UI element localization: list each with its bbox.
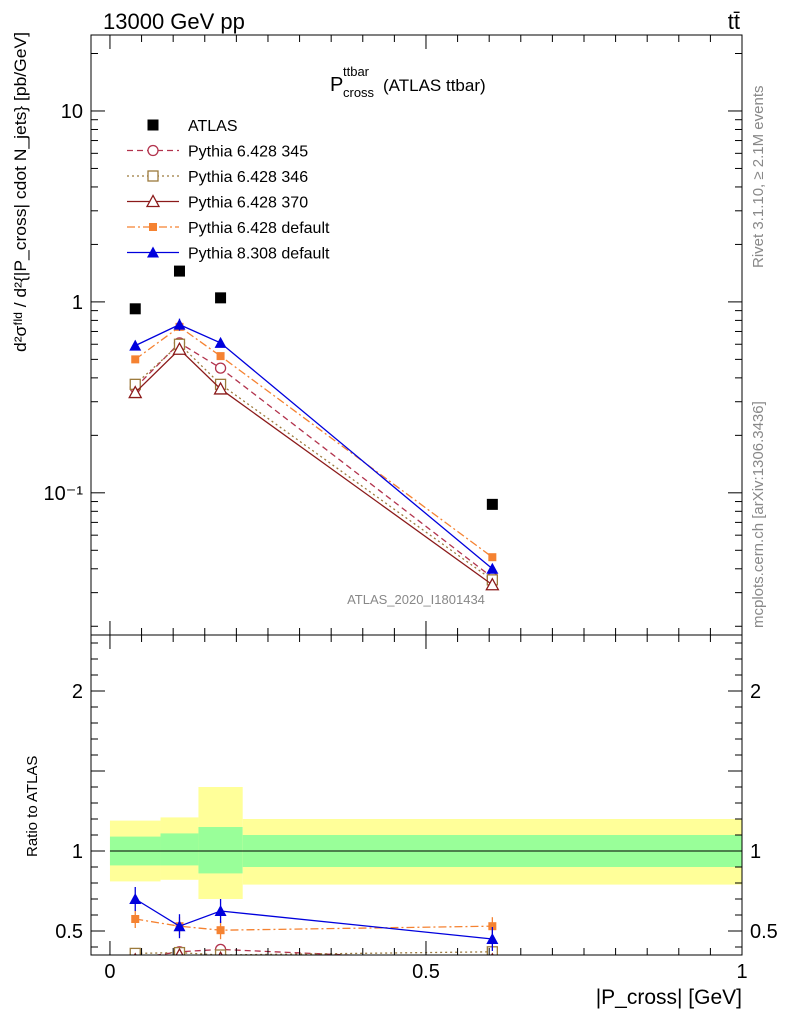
legend-label-p370: Pythia 6.428 370 bbox=[188, 195, 308, 212]
point-p370-3 bbox=[485, 577, 500, 591]
legend-entry-p346: Pythia 6.428 346 bbox=[127, 169, 308, 186]
legend-entry-atlas: ATLAS bbox=[147, 118, 238, 135]
point-p370-1 bbox=[172, 341, 187, 355]
y-tick-label-2: 10 bbox=[61, 101, 83, 123]
title-sub: cross bbox=[343, 85, 375, 100]
header-left: 13000 GeV pp bbox=[103, 9, 245, 34]
point-p8def-1 bbox=[173, 318, 186, 330]
header-right: tt̄ bbox=[728, 9, 740, 34]
y-axis-label: d²σᶠᴵᵈ / d²{|P_cross| cdot N_jets} [pb/G… bbox=[11, 32, 30, 352]
ratio-point-p6def-3 bbox=[488, 922, 497, 931]
ratio-point-p8def-1 bbox=[173, 920, 186, 932]
series-line-p370 bbox=[134, 348, 493, 586]
legend-label-p6def: Pythia 6.428 default bbox=[188, 220, 330, 237]
legend-label-atlas: ATLAS bbox=[188, 118, 238, 135]
ratio-point-p370-2 bbox=[218, 950, 223, 955]
series-p6def bbox=[131, 322, 497, 562]
point-p6def-2 bbox=[216, 352, 225, 361]
legend-label-p346: Pythia 6.428 346 bbox=[188, 169, 308, 186]
series-line-p346 bbox=[134, 343, 493, 581]
series-p8def bbox=[129, 318, 499, 574]
x-tick-label-0: 0 bbox=[104, 961, 115, 983]
point-p8def-0 bbox=[129, 339, 142, 351]
analysis-watermark: ATLAS_2020_I1801434 bbox=[347, 592, 485, 607]
rivet-label: Rivet 3.1.10, ≥ 2.1M events bbox=[750, 86, 767, 269]
band-green-2 bbox=[198, 827, 243, 874]
legend-label-p8def: Pythia 8.308 default bbox=[188, 246, 330, 263]
legend-marker-p345 bbox=[147, 144, 159, 157]
point-atlas-2 bbox=[215, 292, 227, 304]
ratio-y-tick-label-1: 1 bbox=[72, 841, 83, 863]
ratio-y-tick-label-right-0: 0.5 bbox=[750, 921, 778, 943]
series-p370 bbox=[128, 341, 500, 591]
ratio-y-tick-label-right-2: 2 bbox=[750, 681, 761, 703]
point-p6def-0 bbox=[131, 355, 140, 364]
title-suffix: (ATLAS ttbar) bbox=[383, 76, 486, 95]
point-atlas-3 bbox=[486, 498, 498, 510]
ratio-y-tick-label-2: 2 bbox=[72, 681, 83, 703]
ratio-y-tick-label-0: 0.5 bbox=[55, 921, 83, 943]
point-p6def-3 bbox=[488, 553, 497, 562]
x-tick-label-1: 0.5 bbox=[412, 961, 440, 983]
ratio-uncertainty-bands bbox=[109, 787, 742, 899]
point-atlas-1 bbox=[173, 265, 185, 277]
x-tick-label-2: 1 bbox=[736, 961, 747, 983]
x-axis-label: |P_cross| [GeV] bbox=[596, 986, 742, 1009]
ratio-line-p6def bbox=[135, 918, 493, 931]
point-atlas-0 bbox=[129, 303, 141, 315]
band-green-1 bbox=[160, 833, 199, 866]
point-p370-0 bbox=[128, 385, 143, 399]
legend-entry-p345: Pythia 6.428 345 bbox=[127, 144, 308, 161]
point-p345-2 bbox=[214, 362, 227, 374]
title-sup: ttbar bbox=[343, 64, 370, 79]
point-p8def-2 bbox=[214, 336, 227, 348]
legend-entry-p6def: Pythia 6.428 default bbox=[127, 220, 330, 237]
title-base: P bbox=[330, 74, 343, 96]
ratio-point-p8def-0 bbox=[129, 893, 142, 904]
ratio-series-p8def bbox=[129, 887, 499, 951]
series-line-p345 bbox=[134, 342, 493, 579]
legend-marker-p6def bbox=[149, 223, 157, 231]
main-series bbox=[128, 265, 500, 591]
ratio-y-tick-label-right-1: 1 bbox=[750, 841, 761, 863]
ratio-point-p345-3 bbox=[487, 956, 497, 966]
series-line-p6def bbox=[134, 326, 493, 558]
plot-title: P ttbar cross (ATLAS ttbar) bbox=[330, 64, 486, 100]
ratio-point-p6def-2 bbox=[216, 926, 225, 935]
ratio-point-p8def-3 bbox=[486, 933, 499, 944]
ratio-point-p6def-0 bbox=[131, 915, 140, 923]
y-axis-label-text: d²σᶠᴵᵈ / d²{|P_cross| cdot N_jets} [pb/G… bbox=[11, 32, 30, 352]
legend-label-p345: Pythia 6.428 345 bbox=[188, 144, 308, 161]
ratio-series-p346 bbox=[129, 946, 498, 955]
ratio-y-label: Ratio to ATLAS bbox=[24, 756, 41, 857]
mcplots-label: mcplots.cern.ch [arXiv:1306.3436] bbox=[750, 401, 767, 628]
ratio-line-p346 bbox=[135, 951, 493, 955]
ratio-point-p8def-2 bbox=[214, 905, 227, 916]
series-p345 bbox=[129, 337, 498, 584]
ratio-frame bbox=[90, 634, 743, 956]
point-p370-2 bbox=[213, 381, 228, 395]
ratio-point-p346-0 bbox=[129, 947, 141, 955]
legend-marker-p8def bbox=[147, 246, 159, 258]
series-line-p8def bbox=[134, 323, 493, 570]
legend-marker-atlas bbox=[147, 119, 159, 131]
ratio-line-p370 bbox=[173, 954, 188, 955]
ratio-series-p6def bbox=[131, 910, 497, 940]
legend-marker-p346 bbox=[147, 170, 159, 182]
series-atlas bbox=[129, 265, 498, 510]
y-tick-label-0: 10⁻¹ bbox=[44, 483, 84, 505]
y-tick-label-1: 1 bbox=[72, 292, 83, 314]
legend-marker-p370 bbox=[145, 194, 161, 208]
ratio-series bbox=[129, 887, 499, 966]
legend-entry-p8def: Pythia 8.308 default bbox=[127, 246, 330, 263]
legend: ATLAS Pythia 6.428 345 Pythia 6.428 346 Pyt… bbox=[127, 118, 330, 263]
legend-entry-p370: Pythia 6.428 370 bbox=[127, 194, 308, 212]
ratio-line-p8def bbox=[134, 898, 493, 940]
ratio-line-p345 bbox=[152, 948, 363, 955]
point-p8def-3 bbox=[486, 562, 499, 574]
